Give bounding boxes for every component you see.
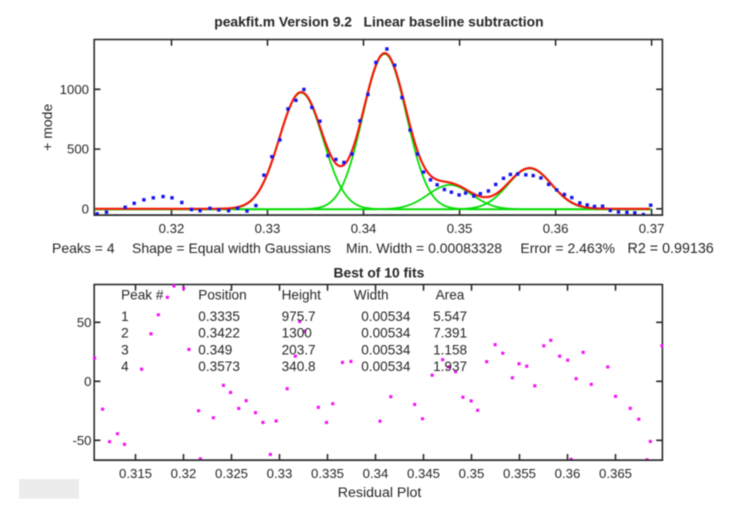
svg-text:0.36: 0.36 — [555, 466, 581, 481]
svg-text:0.32: 0.32 — [159, 221, 185, 236]
svg-text:0.335: 0.335 — [311, 466, 344, 481]
svg-text:340.8: 340.8 — [282, 359, 316, 374]
svg-text:203.7: 203.7 — [282, 342, 316, 357]
svg-text:0.00534: 0.00534 — [361, 309, 411, 324]
svg-text:+ mode: + mode — [39, 104, 55, 151]
svg-text:0.3335: 0.3335 — [198, 309, 240, 324]
svg-text:0.35: 0.35 — [447, 221, 473, 236]
svg-text:Shape = Equal width Gaussians: Shape = Equal width Gaussians — [132, 240, 331, 256]
svg-text:5.547: 5.547 — [433, 309, 467, 324]
svg-text:1: 1 — [121, 309, 129, 324]
svg-text:2: 2 — [121, 326, 129, 341]
svg-text:0.355: 0.355 — [503, 466, 536, 481]
svg-text:Area: Area — [436, 287, 465, 302]
svg-text:Best of 10 fits: Best of 10 fits — [334, 265, 425, 281]
svg-text:R2 = 0.99136: R2 = 0.99136 — [628, 241, 714, 257]
svg-text:0.349: 0.349 — [198, 342, 232, 357]
svg-text:peakfit.m Version 9.2 Linear: peakfit.m Version 9.2 Linear baseline su… — [214, 14, 543, 30]
svg-text:1.937: 1.937 — [433, 359, 467, 374]
svg-text:0.37: 0.37 — [639, 221, 665, 236]
svg-text:0: 0 — [82, 201, 89, 216]
svg-text:Peak #: Peak # — [121, 287, 164, 302]
svg-text:0.36: 0.36 — [543, 221, 569, 236]
svg-text:0.3573: 0.3573 — [198, 359, 240, 374]
svg-text:0.315: 0.315 — [119, 466, 152, 481]
svg-text:1000: 1000 — [60, 82, 89, 97]
svg-text:0.345: 0.345 — [407, 466, 440, 481]
svg-text:50: 50 — [77, 315, 92, 330]
svg-text:0.35: 0.35 — [459, 466, 485, 481]
svg-text:0: 0 — [84, 374, 91, 389]
svg-text:Error = 2.463%: Error = 2.463% — [520, 240, 615, 256]
svg-text:0.00534: 0.00534 — [361, 342, 411, 357]
svg-text:-50: -50 — [72, 433, 91, 448]
svg-text:0.34: 0.34 — [351, 221, 377, 236]
svg-text:Width: Width — [354, 287, 389, 302]
svg-text:0.34: 0.34 — [363, 466, 389, 481]
svg-text:0.00534: 0.00534 — [361, 326, 411, 341]
svg-text:Height: Height — [282, 287, 322, 302]
svg-text:0.365: 0.365 — [599, 466, 632, 481]
svg-text:1300: 1300 — [282, 326, 313, 341]
svg-text:0.3422: 0.3422 — [198, 326, 240, 341]
svg-text:3: 3 — [121, 342, 129, 357]
svg-text:Position: Position — [198, 287, 246, 302]
svg-text:1.158: 1.158 — [433, 342, 467, 357]
svg-text:0.00534: 0.00534 — [361, 359, 411, 374]
svg-text:500: 500 — [67, 142, 89, 157]
svg-text:0.33: 0.33 — [267, 466, 293, 481]
svg-text:Residual Plot: Residual Plot — [338, 485, 422, 501]
svg-text:0.325: 0.325 — [215, 466, 248, 481]
svg-text:7.391: 7.391 — [433, 326, 467, 341]
svg-text:975.7: 975.7 — [282, 309, 316, 324]
svg-text:4: 4 — [121, 359, 129, 374]
svg-text:Peaks = 4: Peaks = 4 — [52, 240, 115, 256]
svg-text:0.33: 0.33 — [255, 221, 281, 236]
svg-text:0.32: 0.32 — [171, 466, 197, 481]
svg-text:Min. Width = 0.00083328: Min. Width = 0.00083328 — [346, 240, 502, 256]
